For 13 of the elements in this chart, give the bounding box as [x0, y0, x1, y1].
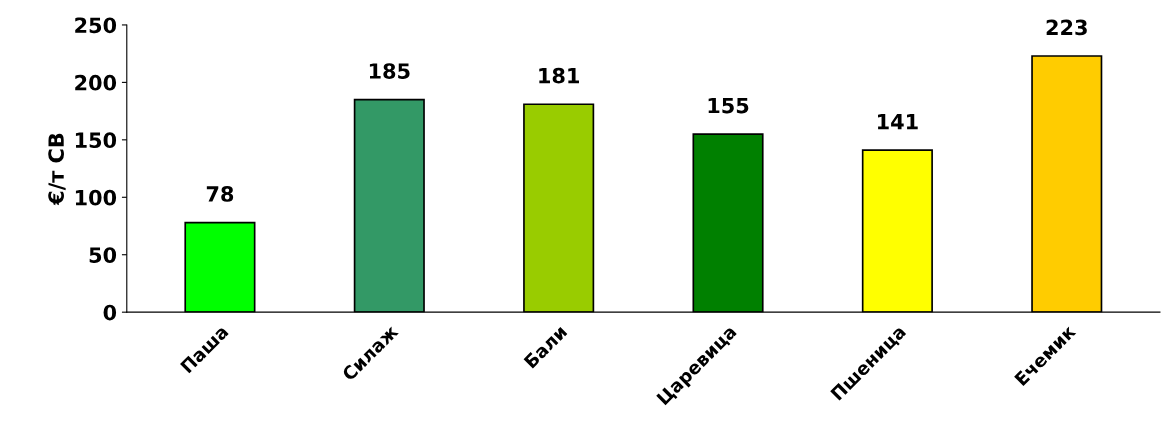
- y-tick-label: 50: [89, 247, 117, 263]
- y-tick-label: 250: [75, 17, 117, 34]
- y-tick-label: 0: [103, 304, 117, 321]
- data-label: 155: [708, 97, 749, 114]
- data-label: 185: [369, 63, 410, 79]
- data-label: 223: [1046, 19, 1087, 36]
- y-tick-label: 150: [75, 132, 117, 149]
- data-label: 78: [206, 186, 234, 202]
- data-label: 141: [878, 113, 918, 130]
- y-tick-label: 200: [75, 74, 117, 91]
- y-tick-label: 100: [75, 189, 117, 206]
- y-axis-title: €/т СВ: [48, 133, 66, 206]
- data-label: 181: [539, 67, 579, 84]
